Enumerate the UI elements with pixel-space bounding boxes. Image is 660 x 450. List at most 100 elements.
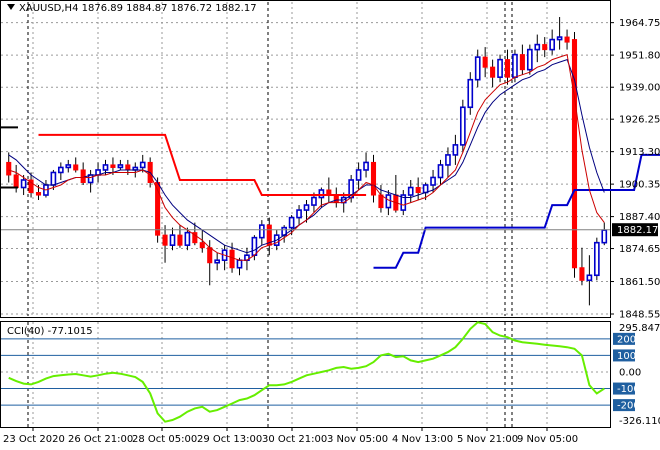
cci-level-box: [613, 382, 635, 395]
dropdown-triangle-icon[interactable]: [7, 4, 15, 10]
candlesticks: [6, 17, 608, 306]
candle-bear: [199, 242, 205, 249]
candle-bull: [184, 231, 191, 246]
candle-bull: [437, 164, 444, 179]
candle-bear: [6, 161, 12, 176]
cci-tick-label: -326.1106: [619, 416, 660, 427]
candle-bear: [110, 164, 116, 168]
candle-bear: [13, 174, 19, 189]
supertrend-down-line: [38, 133, 367, 196]
grid-lines: [1, 2, 610, 427]
candle-bull: [258, 224, 265, 239]
candle-bull: [385, 194, 392, 209]
price-tick-label: 1861.50: [619, 277, 660, 288]
candle-bull: [467, 78, 474, 109]
candle-bear: [378, 194, 384, 209]
price-tick-label: 1939.00: [619, 83, 660, 94]
candle-bear: [504, 59, 511, 78]
candle-bull: [296, 209, 302, 219]
candle-bear: [80, 169, 86, 183]
price-tick-label: 1900.35: [619, 180, 660, 191]
candle-bull: [65, 164, 72, 169]
time-tick-label: 29 Oct 13:00: [197, 434, 262, 445]
candle-bull: [50, 171, 57, 186]
candle-bull: [214, 259, 221, 264]
candle-bull: [139, 161, 146, 169]
candle-bull: [318, 189, 325, 199]
cci-level-box: [613, 399, 635, 412]
candle-bull: [422, 184, 429, 194]
candle-bull: [593, 241, 600, 277]
current-price-label: 1882.17: [617, 225, 658, 236]
time-tick-label: 30 Oct 21:00: [262, 434, 327, 445]
candle-bull: [474, 56, 481, 81]
cci-level-lines: [1, 338, 610, 406]
cci-series-line: [8, 321, 605, 423]
candle-bull: [556, 36, 563, 41]
cci-tick-label: 200: [617, 334, 636, 345]
candle-bull: [20, 179, 27, 189]
candle-bull: [526, 48, 533, 71]
candle-bear: [564, 36, 570, 43]
candle-bear: [579, 267, 585, 281]
indicator-lines: [8, 53, 660, 269]
time-tick-label: 28 Oct 05:00: [132, 434, 197, 445]
cci-label: CCI(40) -77.1015: [7, 326, 93, 337]
candle-bear: [229, 249, 235, 269]
candle-bull: [512, 53, 518, 78]
cci-level-box: [613, 349, 635, 362]
cci-panel-frame: [0, 321, 611, 428]
price-tick-label: 1913.30: [619, 147, 660, 158]
cci-tick-label: 295.8476: [619, 323, 660, 334]
cci-level-box: [613, 332, 635, 345]
candle-bull: [497, 58, 503, 78]
symbol-label: XAUUSD,H4: [19, 3, 79, 14]
cci-tick-label: 0.00: [619, 367, 641, 378]
candle-bear: [73, 164, 79, 171]
chart-header: XAUUSD,H4 1876.89 1884.87 1876.72 1882.1…: [7, 3, 257, 14]
price-axis: 1964.75 1951.80 1939.00 1926.25 1913.30 1900.…: [610, 18, 660, 321]
price-tick-label: 1887.40: [619, 212, 660, 223]
time-tick-label: 3 Nov 05:00: [327, 434, 388, 445]
price-panel-frame: [0, 0, 611, 318]
candle-bear: [571, 39, 578, 269]
candle-bull: [534, 43, 541, 51]
candle-bull: [288, 216, 295, 229]
time-tick-label: 5 Nov 21:00: [457, 434, 518, 445]
cci-tick-label: 100: [617, 351, 636, 362]
current-price-bg: [612, 223, 658, 237]
cci-tick-label: -100: [617, 384, 640, 395]
candle-bull: [601, 229, 608, 244]
candle-bear: [333, 194, 339, 204]
candle-bear: [370, 161, 377, 196]
candle-bear: [35, 192, 42, 196]
candle-bull: [355, 169, 362, 181]
candle-bull: [311, 196, 317, 206]
candle-bull: [236, 259, 243, 269]
candle-bear: [490, 66, 496, 78]
time-tick-label: 26 Oct 21:00: [68, 434, 133, 445]
price-tick-label: 1926.25: [619, 115, 660, 126]
cci-header: CCI(40) -77.1015: [7, 326, 93, 337]
candle-bull: [363, 161, 369, 171]
candle-bull: [452, 144, 459, 156]
candle-bear: [192, 232, 198, 244]
ma-fast-line: [8, 53, 605, 261]
current-price-box: 1882.17: [1, 126, 658, 237]
candle-bull: [102, 164, 109, 171]
candle-bull: [586, 274, 593, 282]
time-tick-label: 9 Nov 05:00: [517, 434, 578, 445]
candle-bull: [251, 236, 258, 257]
candle-bull: [549, 38, 556, 51]
candle-bear: [207, 247, 213, 264]
candle-bull: [303, 204, 310, 211]
candle-bull: [459, 106, 466, 146]
price-tick-label: 1874.65: [619, 244, 660, 255]
candle-bear: [177, 234, 183, 246]
price-tick-label: 1951.80: [619, 51, 660, 62]
candle-bull: [407, 186, 414, 196]
candle-bull: [57, 166, 64, 174]
supertrend-up-line: [373, 153, 660, 269]
